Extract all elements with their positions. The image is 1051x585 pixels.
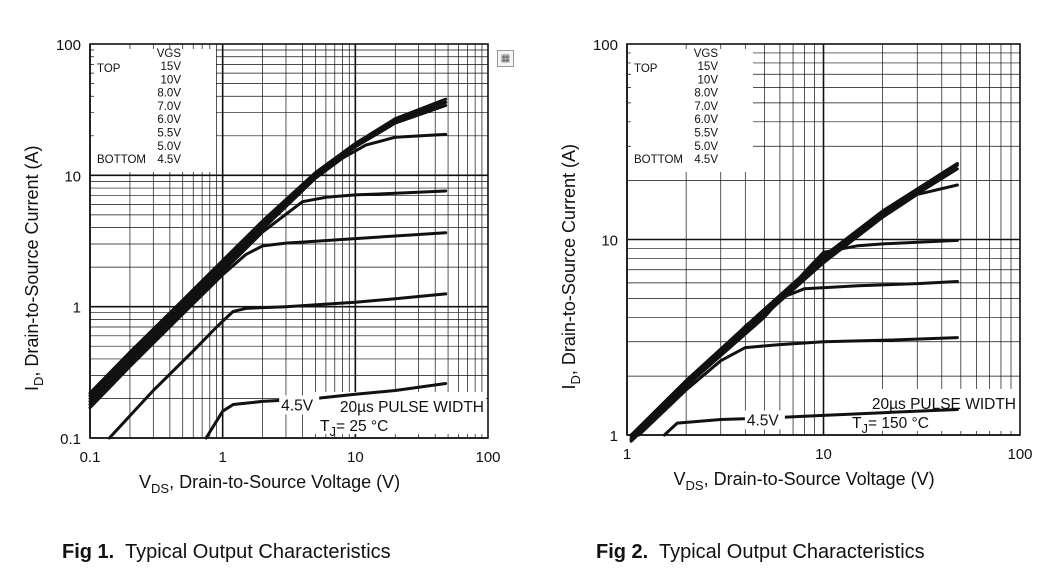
legend-entry: 4.5V — [694, 154, 718, 166]
annotation-bg — [314, 392, 486, 434]
x-tick-label: 0.1 — [80, 449, 101, 466]
legend-bottom-label: BOTTOM — [97, 154, 146, 166]
junction-temp-label: TJ= 25 °C — [320, 418, 388, 439]
x-tick-label: 1 — [623, 446, 631, 463]
series-line-8p0v — [88, 104, 448, 400]
y-tick-label: 0.1 — [60, 431, 81, 448]
legend-entry: 5.0V — [694, 141, 718, 153]
y-tick-label: 100 — [593, 37, 618, 54]
legend-bottom-label: BOTTOM — [634, 154, 683, 166]
x-tick-label: 100 — [1007, 446, 1032, 463]
x-axis-label: VDS, Drain-to-Source Voltage (V) — [674, 469, 935, 493]
legend-top-label: TOP — [634, 63, 658, 75]
x-tick-label: 10 — [815, 446, 832, 463]
junction-temp-label: TJ= 150 °C — [852, 415, 929, 436]
plot-frame — [626, 43, 1021, 436]
fig1-caption-number: Fig 1. — [62, 541, 115, 563]
legend-entry: 8.0V — [694, 88, 718, 100]
series-line-5p5v — [629, 280, 959, 443]
y-axis-label: ID, Drain-to-Source Current (A) — [559, 144, 583, 389]
series-line-10v — [88, 100, 448, 398]
legend-top-label: TOP — [97, 63, 121, 75]
legend-title: VGS — [157, 48, 182, 60]
pulse-width-label: 20µs PULSE WIDTH — [340, 399, 484, 416]
legend-entry: 10V — [698, 74, 719, 86]
x-axis-label: VDS, Drain-to-Source Voltage (V) — [139, 472, 400, 496]
plot-frame — [89, 43, 489, 439]
series-line-15v — [88, 97, 448, 395]
legend-entry: 15V — [698, 61, 719, 73]
series-group — [88, 97, 448, 440]
legend-entry: 6.0V — [694, 114, 718, 126]
y-tick-label: 1 — [610, 428, 618, 445]
fig1-caption: Fig 1. Typical Output Characteristics — [62, 541, 391, 564]
series-line-6p0v — [88, 189, 448, 406]
y-tick-label: 10 — [601, 233, 618, 250]
legend-entry: 5.0V — [157, 141, 181, 153]
curve-label-4p5v: 4.5V — [281, 397, 314, 414]
legend-bg — [631, 49, 753, 172]
curve-label-bg — [279, 395, 320, 415]
series-line-7p0v — [88, 132, 448, 403]
series-line-5p0v — [107, 292, 448, 440]
y-tick-label: 1 — [73, 300, 81, 317]
y-tick-label: 100 — [56, 37, 81, 54]
legend-entry: 6.0V — [157, 114, 181, 126]
pulse-width-label: 20µs PULSE WIDTH — [872, 396, 1016, 413]
legend-entry: 7.0V — [157, 101, 181, 113]
fig2-caption: Fig 2. Typical Output Characteristics — [596, 541, 925, 564]
legend-entry: 5.5V — [157, 128, 181, 140]
x-tick-label: 10 — [347, 449, 364, 466]
fig2-caption-number: Fig 2. — [596, 541, 649, 563]
legend-entry: 8.0V — [157, 88, 181, 100]
legend-bg — [94, 49, 216, 172]
expand-figure-icon[interactable]: ▦ — [497, 50, 514, 67]
x-tick-label: 100 — [475, 449, 500, 466]
series-line-5p0v — [637, 336, 959, 437]
fig2-caption-text: Typical Output Characteristics — [659, 541, 925, 563]
curve-label-4p5v: 4.5V — [747, 413, 780, 430]
legend-entry: 5.5V — [694, 128, 718, 140]
y-axis-label: ID, Drain-to-Source Current (A) — [22, 146, 46, 391]
legend-entry: 10V — [161, 74, 182, 86]
legend-entry: 7.0V — [694, 101, 718, 113]
fig1-caption-text: Typical Output Characteristics — [125, 541, 391, 563]
legend-title: VGS — [694, 48, 719, 60]
legend-entry: 15V — [161, 61, 182, 73]
legend-entry: 4.5V — [157, 154, 181, 166]
curve-label-bg — [744, 410, 785, 430]
series-line-5p5v — [88, 231, 448, 410]
y-tick-label: 10 — [64, 168, 81, 185]
x-tick-label: 1 — [218, 449, 226, 466]
